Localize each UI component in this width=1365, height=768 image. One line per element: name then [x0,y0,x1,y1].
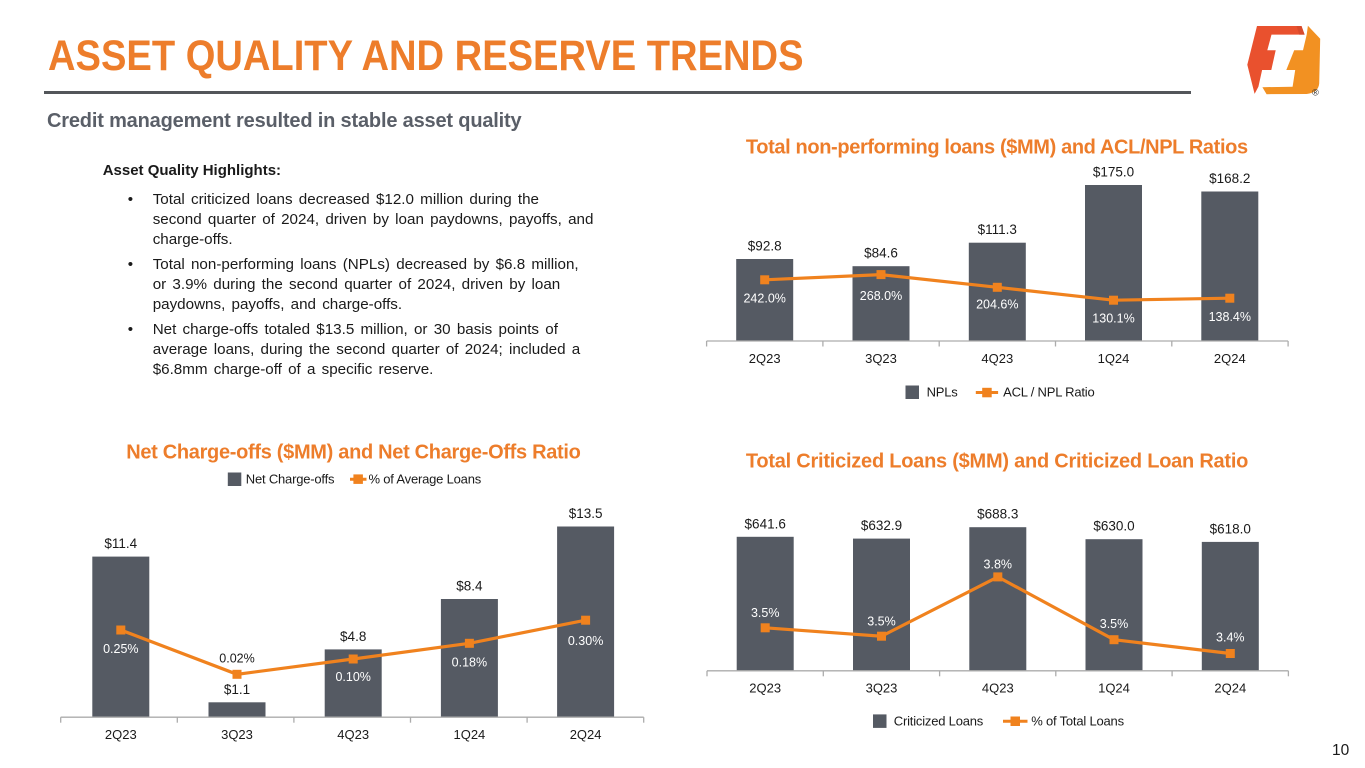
svg-text:4Q23: 4Q23 [337,727,369,742]
svg-text:3.5%: 3.5% [751,606,780,620]
svg-text:3.4%: 3.4% [1216,631,1245,645]
svg-text:Criticized Loans: Criticized Loans [894,714,984,729]
svg-text:0.18%: 0.18% [452,656,487,670]
svg-text:2Q24: 2Q24 [1214,681,1246,696]
svg-text:138.4%: 138.4% [1209,310,1251,324]
svg-text:$84.6: $84.6 [864,246,898,261]
svg-text:2Q23: 2Q23 [749,351,781,366]
svg-text:$92.8: $92.8 [748,239,782,254]
svg-text:$4.8: $4.8 [340,629,366,644]
svg-text:204.6%: 204.6% [976,297,1018,311]
svg-text:10: 10 [1332,742,1350,759]
svg-text:$168.2: $168.2 [1209,171,1250,186]
svg-text:0.02%: 0.02% [219,652,254,666]
svg-text:$13.5: $13.5 [569,506,603,521]
svg-text:Net Charge-offs: Net Charge-offs [246,472,335,487]
svg-text:3.5%: 3.5% [867,615,896,629]
svg-text:4Q23: 4Q23 [981,351,1013,366]
svg-text:$8.4: $8.4 [456,579,483,594]
svg-text:NPLs: NPLs [927,384,959,399]
svg-text:ACL / NPL Ratio: ACL / NPL Ratio [1003,384,1094,399]
svg-text:3Q23: 3Q23 [221,727,253,742]
svg-text:3Q23: 3Q23 [866,681,898,696]
svg-text:Total non-performing loans ($M: Total non-performing loans ($MM) and ACL… [746,137,1248,159]
svg-text:1Q24: 1Q24 [1098,681,1130,696]
svg-text:0.30%: 0.30% [568,634,603,648]
svg-text:% of Average Loans: % of Average Loans [369,472,482,487]
svg-text:Total Criticized Loans ($MM) a: Total Criticized Loans ($MM) and Critici… [746,451,1248,473]
svg-text:$111.3: $111.3 [978,222,1017,237]
svg-text:2Q23: 2Q23 [749,681,781,696]
svg-text:$688.3: $688.3 [977,507,1018,522]
svg-text:$1.1: $1.1 [224,682,250,697]
svg-text:1Q24: 1Q24 [1098,351,1130,366]
svg-text:% of Total Loans: % of Total Loans [1031,714,1124,729]
svg-text:$630.0: $630.0 [1093,519,1134,534]
svg-text:3.5%: 3.5% [1100,617,1129,631]
svg-text:4Q23: 4Q23 [982,681,1014,696]
svg-text:3Q23: 3Q23 [865,351,897,366]
svg-text:2Q23: 2Q23 [105,727,137,742]
svg-text:0.10%: 0.10% [335,670,370,684]
svg-text:242.0%: 242.0% [743,292,785,306]
svg-text:$11.4: $11.4 [104,536,137,551]
svg-text:Net Charge-offs ($MM) and Net: Net Charge-offs ($MM) and Net Charge-Off… [126,442,580,464]
svg-text:$641.6: $641.6 [745,516,786,531]
svg-text:130.1%: 130.1% [1092,312,1134,326]
svg-text:3.8%: 3.8% [984,558,1013,572]
svg-text:1Q24: 1Q24 [453,727,485,742]
svg-text:2Q24: 2Q24 [570,727,602,742]
svg-text:$175.0: $175.0 [1093,165,1134,180]
svg-text:0.25%: 0.25% [103,642,138,656]
svg-text:$632.9: $632.9 [861,518,902,533]
svg-text:$618.0: $618.0 [1210,521,1251,536]
svg-text:268.0%: 268.0% [860,289,902,303]
svg-text:2Q24: 2Q24 [1214,351,1246,366]
svg-text:®: ® [1312,88,1319,97]
